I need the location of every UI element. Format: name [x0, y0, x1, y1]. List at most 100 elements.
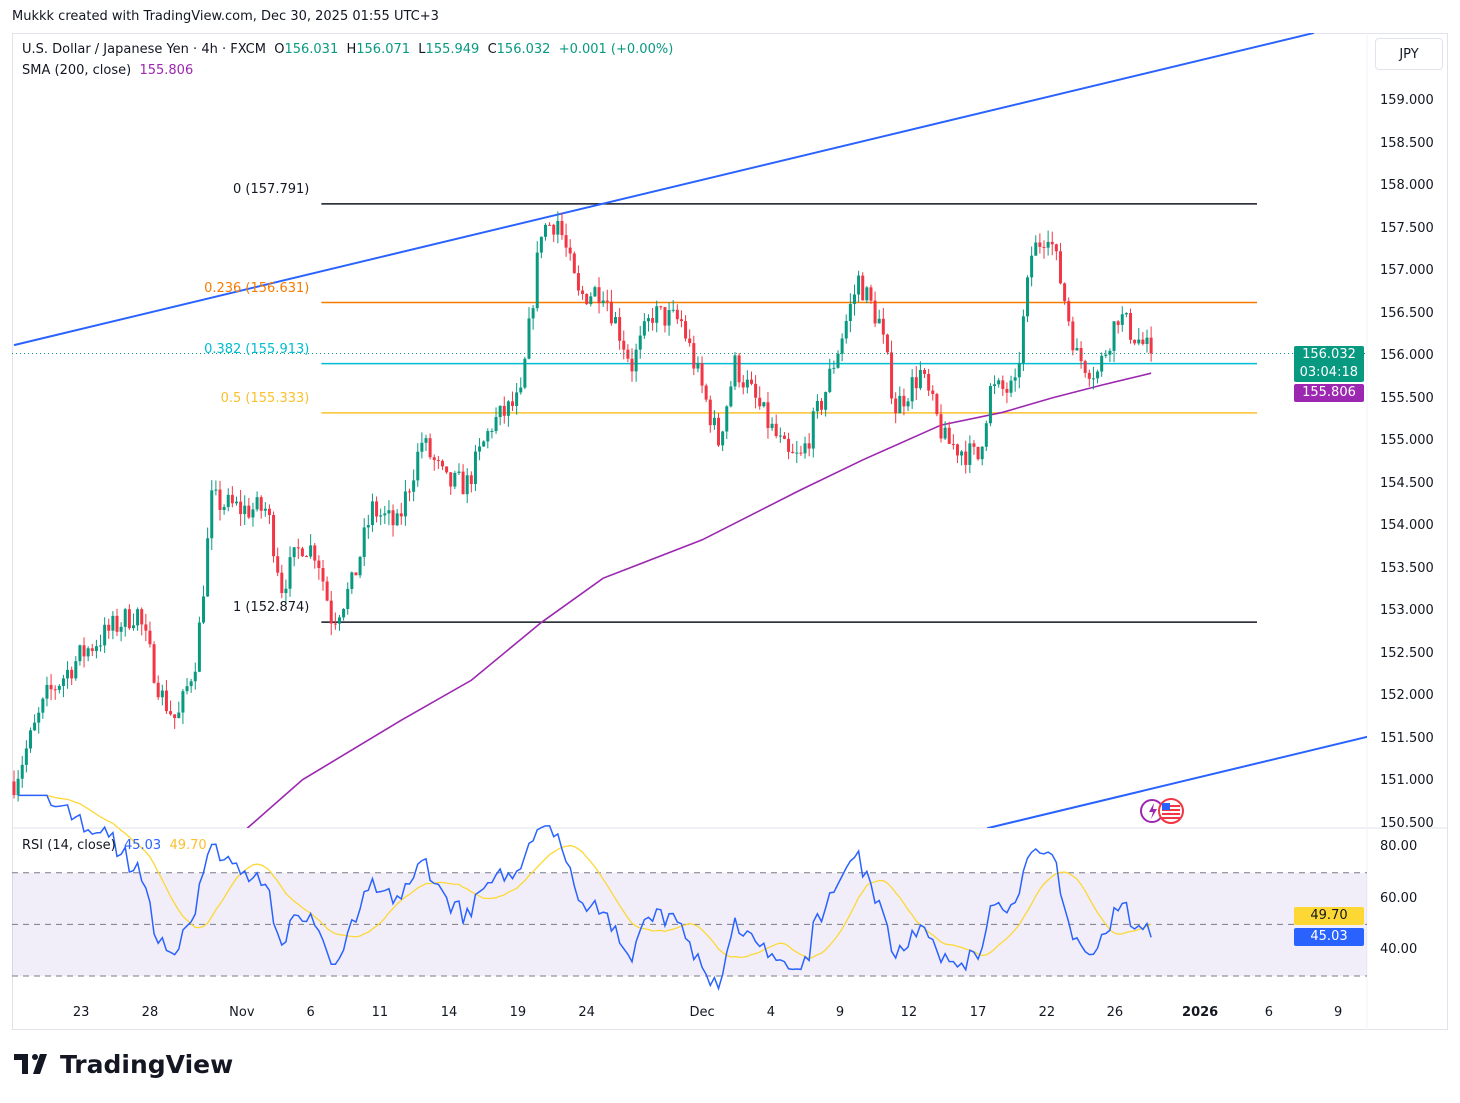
candle-body — [189, 681, 193, 687]
candle-body — [1108, 350, 1112, 355]
price-axis-label: 158.500 — [1380, 135, 1434, 151]
currency-button[interactable]: JPY — [1375, 38, 1443, 70]
candle-body — [358, 556, 362, 576]
change-value: +0.001 (+0.00%) — [558, 42, 674, 57]
sma200-line — [246, 372, 1152, 828]
candle-body — [576, 273, 580, 291]
candle-body — [675, 309, 679, 320]
candle-body — [1120, 314, 1124, 325]
tradingview-logo-icon — [14, 1053, 47, 1074]
price-axis-label: 159.000 — [1380, 93, 1434, 108]
sma-legend[interactable]: SMA (200, close) 155.806 — [22, 63, 193, 78]
candle-body — [1137, 339, 1141, 344]
candle-body — [1001, 380, 1005, 389]
candle-body — [370, 501, 374, 526]
candle-body — [651, 318, 655, 323]
open-value: 156.031 — [284, 42, 339, 57]
price-axis-label: 150.500 — [1380, 816, 1434, 831]
candle-body — [127, 609, 131, 629]
candle-body — [725, 406, 729, 432]
candle-body — [387, 510, 391, 514]
time-axis-label: 11 — [371, 1005, 389, 1020]
candle-body — [1058, 251, 1062, 284]
time-axis-label: 4 — [766, 1005, 775, 1020]
candle-body — [259, 497, 263, 511]
time-axis-label: 2026 — [1182, 1005, 1219, 1020]
candle-body — [160, 690, 164, 698]
candle-body — [57, 685, 61, 690]
candle-body — [49, 684, 53, 690]
candle-body — [523, 358, 527, 388]
candle-body — [33, 722, 37, 731]
candle-body — [412, 480, 416, 492]
candle-body — [1100, 355, 1104, 372]
candle-body — [935, 394, 939, 415]
candle-body — [787, 438, 791, 452]
sma-label: SMA (200, close) — [22, 63, 132, 78]
rsi-legend[interactable]: RSI (14, close) 45.03 49.70 — [22, 838, 207, 853]
candle-body — [543, 224, 547, 237]
candle-body — [383, 513, 387, 516]
close-label: C — [487, 42, 497, 57]
candle-body — [123, 609, 127, 627]
candle-body — [251, 509, 255, 518]
candle-body — [1042, 246, 1046, 248]
candle-body — [824, 392, 828, 410]
candle-body — [955, 444, 959, 456]
candle-body — [408, 491, 412, 493]
candle-body — [210, 490, 214, 539]
candle-body — [432, 457, 436, 461]
low-value: 155.949 — [425, 42, 480, 57]
candle-body — [197, 622, 201, 672]
candle-body — [375, 501, 379, 517]
candle-body — [1030, 255, 1034, 278]
candle-body — [844, 320, 848, 339]
candle-body — [704, 385, 708, 400]
candle-body — [70, 669, 74, 679]
price-axis-label: 157.000 — [1380, 263, 1434, 279]
symbol-legend[interactable]: U.S. Dollar / Japanese Yen · 4h · FXCM O… — [22, 42, 673, 57]
candle-body — [609, 301, 613, 324]
candle-body — [276, 556, 280, 573]
bar-countdown-tag: 03:04:18 — [1293, 364, 1364, 382]
candle-body — [560, 220, 564, 236]
candle-body — [943, 427, 947, 439]
candle-body — [41, 698, 45, 713]
candle-body — [506, 401, 510, 416]
candle-body — [927, 373, 931, 391]
candle-body — [1009, 380, 1013, 393]
candle-body — [313, 545, 317, 561]
candle-body — [185, 686, 189, 692]
candle-body — [300, 548, 304, 557]
candle-body — [774, 423, 778, 437]
candle-body — [140, 609, 144, 625]
candle-body — [614, 317, 618, 324]
candle-body — [684, 321, 688, 339]
candle-body — [1017, 363, 1021, 378]
candle-body — [169, 711, 173, 715]
time-axis-label: 6 — [306, 1005, 315, 1020]
candle-body — [1021, 316, 1025, 364]
candle-body — [951, 443, 955, 445]
candle-body — [972, 443, 976, 447]
candle-body — [465, 475, 469, 495]
tradingview-logo[interactable]: TradingView — [14, 1050, 233, 1079]
candle-body — [700, 363, 704, 386]
price-axis-label: 155.500 — [1380, 390, 1434, 406]
candle-body — [688, 338, 692, 344]
candle-body — [395, 513, 399, 526]
time-axis-label: 9 — [1334, 1005, 1343, 1020]
candle-body — [869, 287, 873, 301]
candle-body — [976, 446, 980, 460]
candle-body — [836, 353, 840, 368]
candle-body — [749, 379, 753, 384]
candle-body — [37, 712, 41, 723]
candle-body — [230, 494, 234, 504]
candle-body — [906, 401, 910, 407]
candle-body — [1034, 242, 1038, 256]
candle-body — [1141, 339, 1145, 345]
last-price-tag: 156.032 — [1294, 346, 1364, 364]
candle-body — [1133, 339, 1137, 344]
price-axis-label: 152.000 — [1380, 688, 1434, 704]
